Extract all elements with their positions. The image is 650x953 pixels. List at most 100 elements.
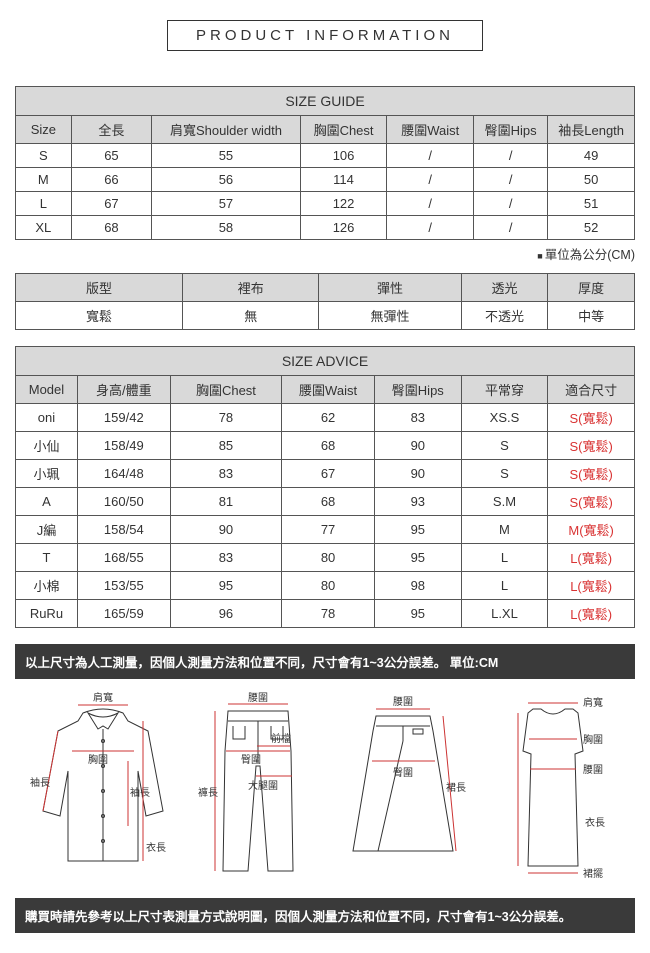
table-cell: 96 — [170, 600, 281, 628]
table-cell: 50 — [548, 168, 635, 192]
svg-text:肩寬: 肩寬 — [583, 696, 603, 709]
attr-fit: 版型 — [16, 274, 183, 302]
table-cell: XL — [16, 216, 72, 240]
table-cell: / — [474, 144, 548, 168]
svg-text:裙擺: 裙擺 — [583, 867, 603, 880]
table-cell: 164/48 — [77, 460, 170, 488]
table-cell: 78 — [282, 600, 375, 628]
table-cell: 160/50 — [77, 488, 170, 516]
fit-cell: M(寬鬆) — [548, 516, 635, 544]
table-cell: 小仙 — [16, 432, 78, 460]
attr-sheer: 透光 — [461, 274, 548, 302]
table-cell: 80 — [282, 572, 375, 600]
table-cell: 67 — [282, 460, 375, 488]
page-title-text: PRODUCT INFORMATION — [167, 20, 483, 51]
svg-text:衣長: 衣長 — [585, 816, 605, 829]
table-cell: 68 — [71, 216, 151, 240]
table-cell: S — [16, 144, 72, 168]
fit-cell: S(寬鬆) — [548, 460, 635, 488]
table-cell: 83 — [170, 460, 281, 488]
col-shoulder: 肩寬Shoulder width — [152, 116, 301, 144]
table-cell: T — [16, 544, 78, 572]
col-hips: 臀圍Hips — [474, 116, 548, 144]
table-cell: 小棉 — [16, 572, 78, 600]
table-row: XL6858126//52 — [16, 216, 635, 240]
col-usual: 平常穿 — [461, 376, 548, 404]
table-cell: 62 — [282, 404, 375, 432]
table-cell: RuRu — [16, 600, 78, 628]
measurement-diagrams: 肩寬 胸圍 袖長 袖長 衣長 腰圍 前檔 臀圍 大腿圍 褲長 腰圍 — [15, 679, 635, 898]
svg-text:袖長: 袖長 — [130, 786, 150, 799]
table-cell: 56 — [152, 168, 301, 192]
fit-cell: L(寬鬆) — [548, 600, 635, 628]
attributes-table: 版型 裡布 彈性 透光 厚度 寬鬆 無 無彈性 不透光 中等 — [15, 273, 635, 330]
svg-text:胸圍: 胸圍 — [583, 733, 603, 746]
table-cell: 51 — [548, 192, 635, 216]
size-advice-header-row: Model 身高/體重 胸圍Chest 腰圍Waist 臀圍Hips 平常穿 適… — [16, 376, 635, 404]
table-cell: 126 — [300, 216, 387, 240]
diagram-pants: 腰圍 前檔 臀圍 大腿圍 褲長 — [193, 691, 323, 886]
table-cell: S — [461, 460, 548, 488]
col-fit: 適合尺寸 — [548, 376, 635, 404]
table-cell: L — [461, 572, 548, 600]
table-cell: M — [16, 168, 72, 192]
table-cell: 158/54 — [77, 516, 170, 544]
table-cell: 57 — [152, 192, 301, 216]
table-cell: 95 — [374, 516, 461, 544]
diagram-dress: 肩寬 胸圍 腰圍 衣長 裙擺 — [483, 691, 623, 886]
col-waist: 腰圍Waist — [387, 116, 474, 144]
val-stretch: 無彈性 — [319, 302, 461, 330]
table-cell: 114 — [300, 168, 387, 192]
svg-text:腰圍: 腰圍 — [583, 764, 603, 776]
table-row: 小珮164/48836790SS(寬鬆) — [16, 460, 635, 488]
svg-text:腰圍: 腰圍 — [248, 692, 268, 704]
note-top: 以上尺寸為人工測量，因個人測量方法和位置不同，尺寸會有1~3公分誤差。 單位:C… — [15, 644, 635, 679]
table-cell: 66 — [71, 168, 151, 192]
table-cell: 93 — [374, 488, 461, 516]
diagram-shirt: 肩寬 胸圍 袖長 袖長 衣長 — [28, 691, 178, 886]
col-sleeve: 袖長Length — [548, 116, 635, 144]
fit-cell: S(寬鬆) — [548, 488, 635, 516]
table-cell: 67 — [71, 192, 151, 216]
table-row: T168/55838095LL(寬鬆) — [16, 544, 635, 572]
table-cell: 77 — [282, 516, 375, 544]
table-cell: 95 — [374, 600, 461, 628]
table-cell: 90 — [170, 516, 281, 544]
table-cell: 153/55 — [77, 572, 170, 600]
col-length: 全長 — [71, 116, 151, 144]
table-cell: 106 — [300, 144, 387, 168]
attributes-value-row: 寬鬆 無 無彈性 不透光 中等 — [16, 302, 635, 330]
diagram-skirt: 腰圍 臀圍 裙長 — [338, 691, 468, 886]
table-cell: 小珮 — [16, 460, 78, 488]
svg-text:裙長: 裙長 — [446, 781, 466, 794]
unit-note: 單位為公分(CM) — [15, 244, 635, 263]
table-row: oni159/42786283XS.SS(寬鬆) — [16, 404, 635, 432]
size-guide-title: SIZE GUIDE — [16, 87, 635, 116]
table-cell: oni — [16, 404, 78, 432]
svg-text:肩寬: 肩寬 — [93, 691, 113, 704]
table-cell: 95 — [170, 572, 281, 600]
table-cell: 159/42 — [77, 404, 170, 432]
table-cell: XS.S — [461, 404, 548, 432]
svg-text:衣長: 衣長 — [146, 841, 166, 854]
svg-text:褲長: 褲長 — [198, 786, 218, 799]
note-bottom: 購買時請先參考以上尺寸表測量方式說明圖，因個人測量方法和位置不同，尺寸會有1~3… — [15, 898, 635, 933]
table-cell: M — [461, 516, 548, 544]
table-cell: / — [474, 168, 548, 192]
table-cell: 122 — [300, 192, 387, 216]
table-cell: 90 — [374, 460, 461, 488]
table-cell: 168/55 — [77, 544, 170, 572]
table-cell: 52 — [548, 216, 635, 240]
table-row: J編158/54907795MM(寬鬆) — [16, 516, 635, 544]
val-fit: 寬鬆 — [16, 302, 183, 330]
col-size: Size — [16, 116, 72, 144]
table-cell: 68 — [282, 488, 375, 516]
table-cell: 95 — [374, 544, 461, 572]
col-awaist: 腰圍Waist — [282, 376, 375, 404]
table-cell: L.XL — [461, 600, 548, 628]
col-hw: 身高/體重 — [77, 376, 170, 404]
page-title: PRODUCT INFORMATION — [15, 20, 635, 51]
table-cell: 65 — [71, 144, 151, 168]
val-thick: 中等 — [548, 302, 635, 330]
table-cell: / — [474, 216, 548, 240]
